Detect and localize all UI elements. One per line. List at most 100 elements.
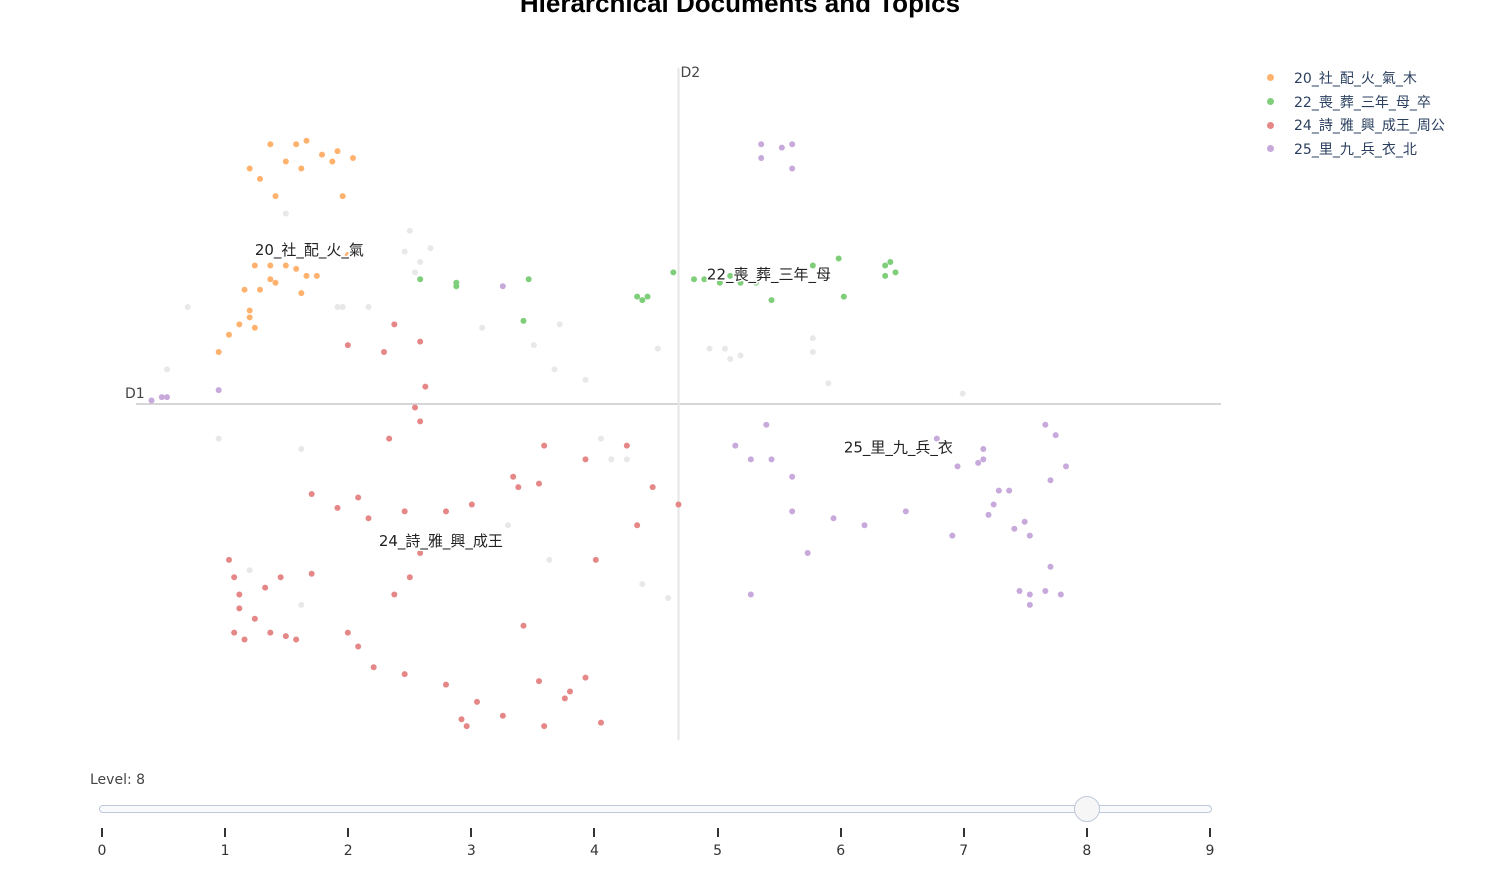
data-point[interactable] [525,276,532,283]
legend-item-3[interactable]: 25_里_九_兵_衣_北 [1262,137,1445,161]
data-point[interactable] [520,317,527,324]
data-point[interactable] [804,549,811,556]
data-point[interactable] [293,636,300,643]
data-point[interactable] [840,293,847,300]
data-point[interactable] [536,480,542,487]
data-point[interactable] [391,591,398,598]
series-2[interactable] [226,321,682,730]
slider-tick-label[interactable]: 3 [466,843,476,859]
data-point[interactable] [293,265,300,272]
data-point[interactable] [355,643,362,650]
data-point[interactable] [789,141,796,148]
data-point[interactable] [422,383,429,390]
data-point[interactable] [370,664,377,671]
data-point[interactable] [282,633,289,640]
data-point[interactable] [215,387,222,394]
data-point[interactable] [499,283,506,290]
data-point[interactable] [468,501,475,508]
data-point[interactable] [541,723,548,730]
data-point[interactable] [768,297,775,304]
data-point[interactable] [417,549,424,556]
legend-item-1[interactable]: 22_喪_葬_三年_母_卒 [1262,90,1445,114]
data-point[interactable] [463,723,470,730]
data-point[interactable] [282,262,289,269]
data-point[interactable] [308,491,315,498]
data-point[interactable] [236,591,243,598]
data-point[interactable] [401,671,408,678]
data-point[interactable] [1057,591,1064,598]
data-point[interactable] [541,442,548,449]
slider-handle[interactable] [1073,796,1100,822]
series-0[interactable] [215,137,356,356]
data-point[interactable] [412,404,418,411]
data-point[interactable] [334,504,341,511]
data-point[interactable] [215,349,222,356]
data-point[interactable] [313,272,320,279]
data-point[interactable] [267,276,274,283]
data-point[interactable] [758,141,765,148]
data-point[interactable] [226,556,232,563]
data-point[interactable] [716,279,723,286]
data-point[interactable] [226,331,232,338]
data-point[interactable] [458,716,465,723]
data-point[interactable] [344,342,351,349]
data-point[interactable] [1047,477,1054,484]
data-point[interactable] [1016,588,1023,595]
data-point[interactable] [262,584,269,591]
legend[interactable]: 20_社_配_火_氣_木 22_喪_葬_三年_母_卒 24_詩_雅_興_成王_周公 2… [1262,66,1445,161]
data-point[interactable] [639,297,646,304]
data-point[interactable] [882,262,889,269]
data-point[interactable] [148,397,155,404]
data-point[interactable] [231,629,238,636]
data-point[interactable] [995,487,1002,494]
data-point[interactable] [753,279,759,286]
data-point[interactable] [1063,463,1069,470]
data-point[interactable] [1042,421,1049,428]
data-point[interactable] [241,286,248,293]
data-point[interactable] [520,622,527,629]
data-point[interactable] [1042,588,1049,595]
data-point[interactable] [701,276,708,283]
data-point[interactable] [1011,525,1018,532]
series-3[interactable] [148,141,1070,608]
slider-tick-label[interactable]: 7 [959,843,969,859]
data-point[interactable] [298,290,305,297]
slider-tick-label[interactable]: 0 [97,843,107,859]
data-point[interactable] [293,141,300,148]
slider-tick-label[interactable]: 2 [343,843,353,859]
data-point[interactable] [236,605,243,612]
data-point[interactable] [985,511,992,518]
data-point[interactable] [277,574,284,581]
data-point[interactable] [902,508,909,515]
data-point[interactable] [339,193,346,200]
slider-rail[interactable] [99,805,1212,813]
slider-tick-label[interactable]: 5 [713,843,723,859]
data-point[interactable] [246,307,253,314]
data-point[interactable] [763,421,770,428]
data-point[interactable] [732,442,739,449]
data-point[interactable] [861,522,868,529]
data-point[interactable] [257,175,263,182]
data-point[interactable] [344,629,351,636]
data-point[interactable] [623,442,630,449]
data-point[interactable] [567,688,573,695]
data-point[interactable] [737,279,744,286]
data-point[interactable] [882,272,889,279]
data-point[interactable] [443,681,449,688]
data-point[interactable] [887,258,894,265]
data-point[interactable] [809,262,816,269]
data-point[interactable] [768,456,775,463]
data-point[interactable] [158,394,165,401]
slider-tick-label[interactable]: 1 [220,843,230,859]
data-point[interactable] [691,276,697,283]
series-1[interactable] [417,255,899,324]
data-point[interactable] [319,151,325,158]
scatter-plot[interactable]: D1 D2 20_社_配_火_氣 22_喪_葬_三年_母 24_詩_雅_興_成王 25_… [0,0,1250,760]
data-point[interactable] [417,418,424,425]
data-point[interactable] [406,574,413,581]
series-points[interactable] [148,137,1070,730]
data-point[interactable] [954,463,961,470]
data-point[interactable] [1052,432,1059,439]
data-point[interactable] [789,508,796,515]
data-point[interactable] [231,574,238,581]
